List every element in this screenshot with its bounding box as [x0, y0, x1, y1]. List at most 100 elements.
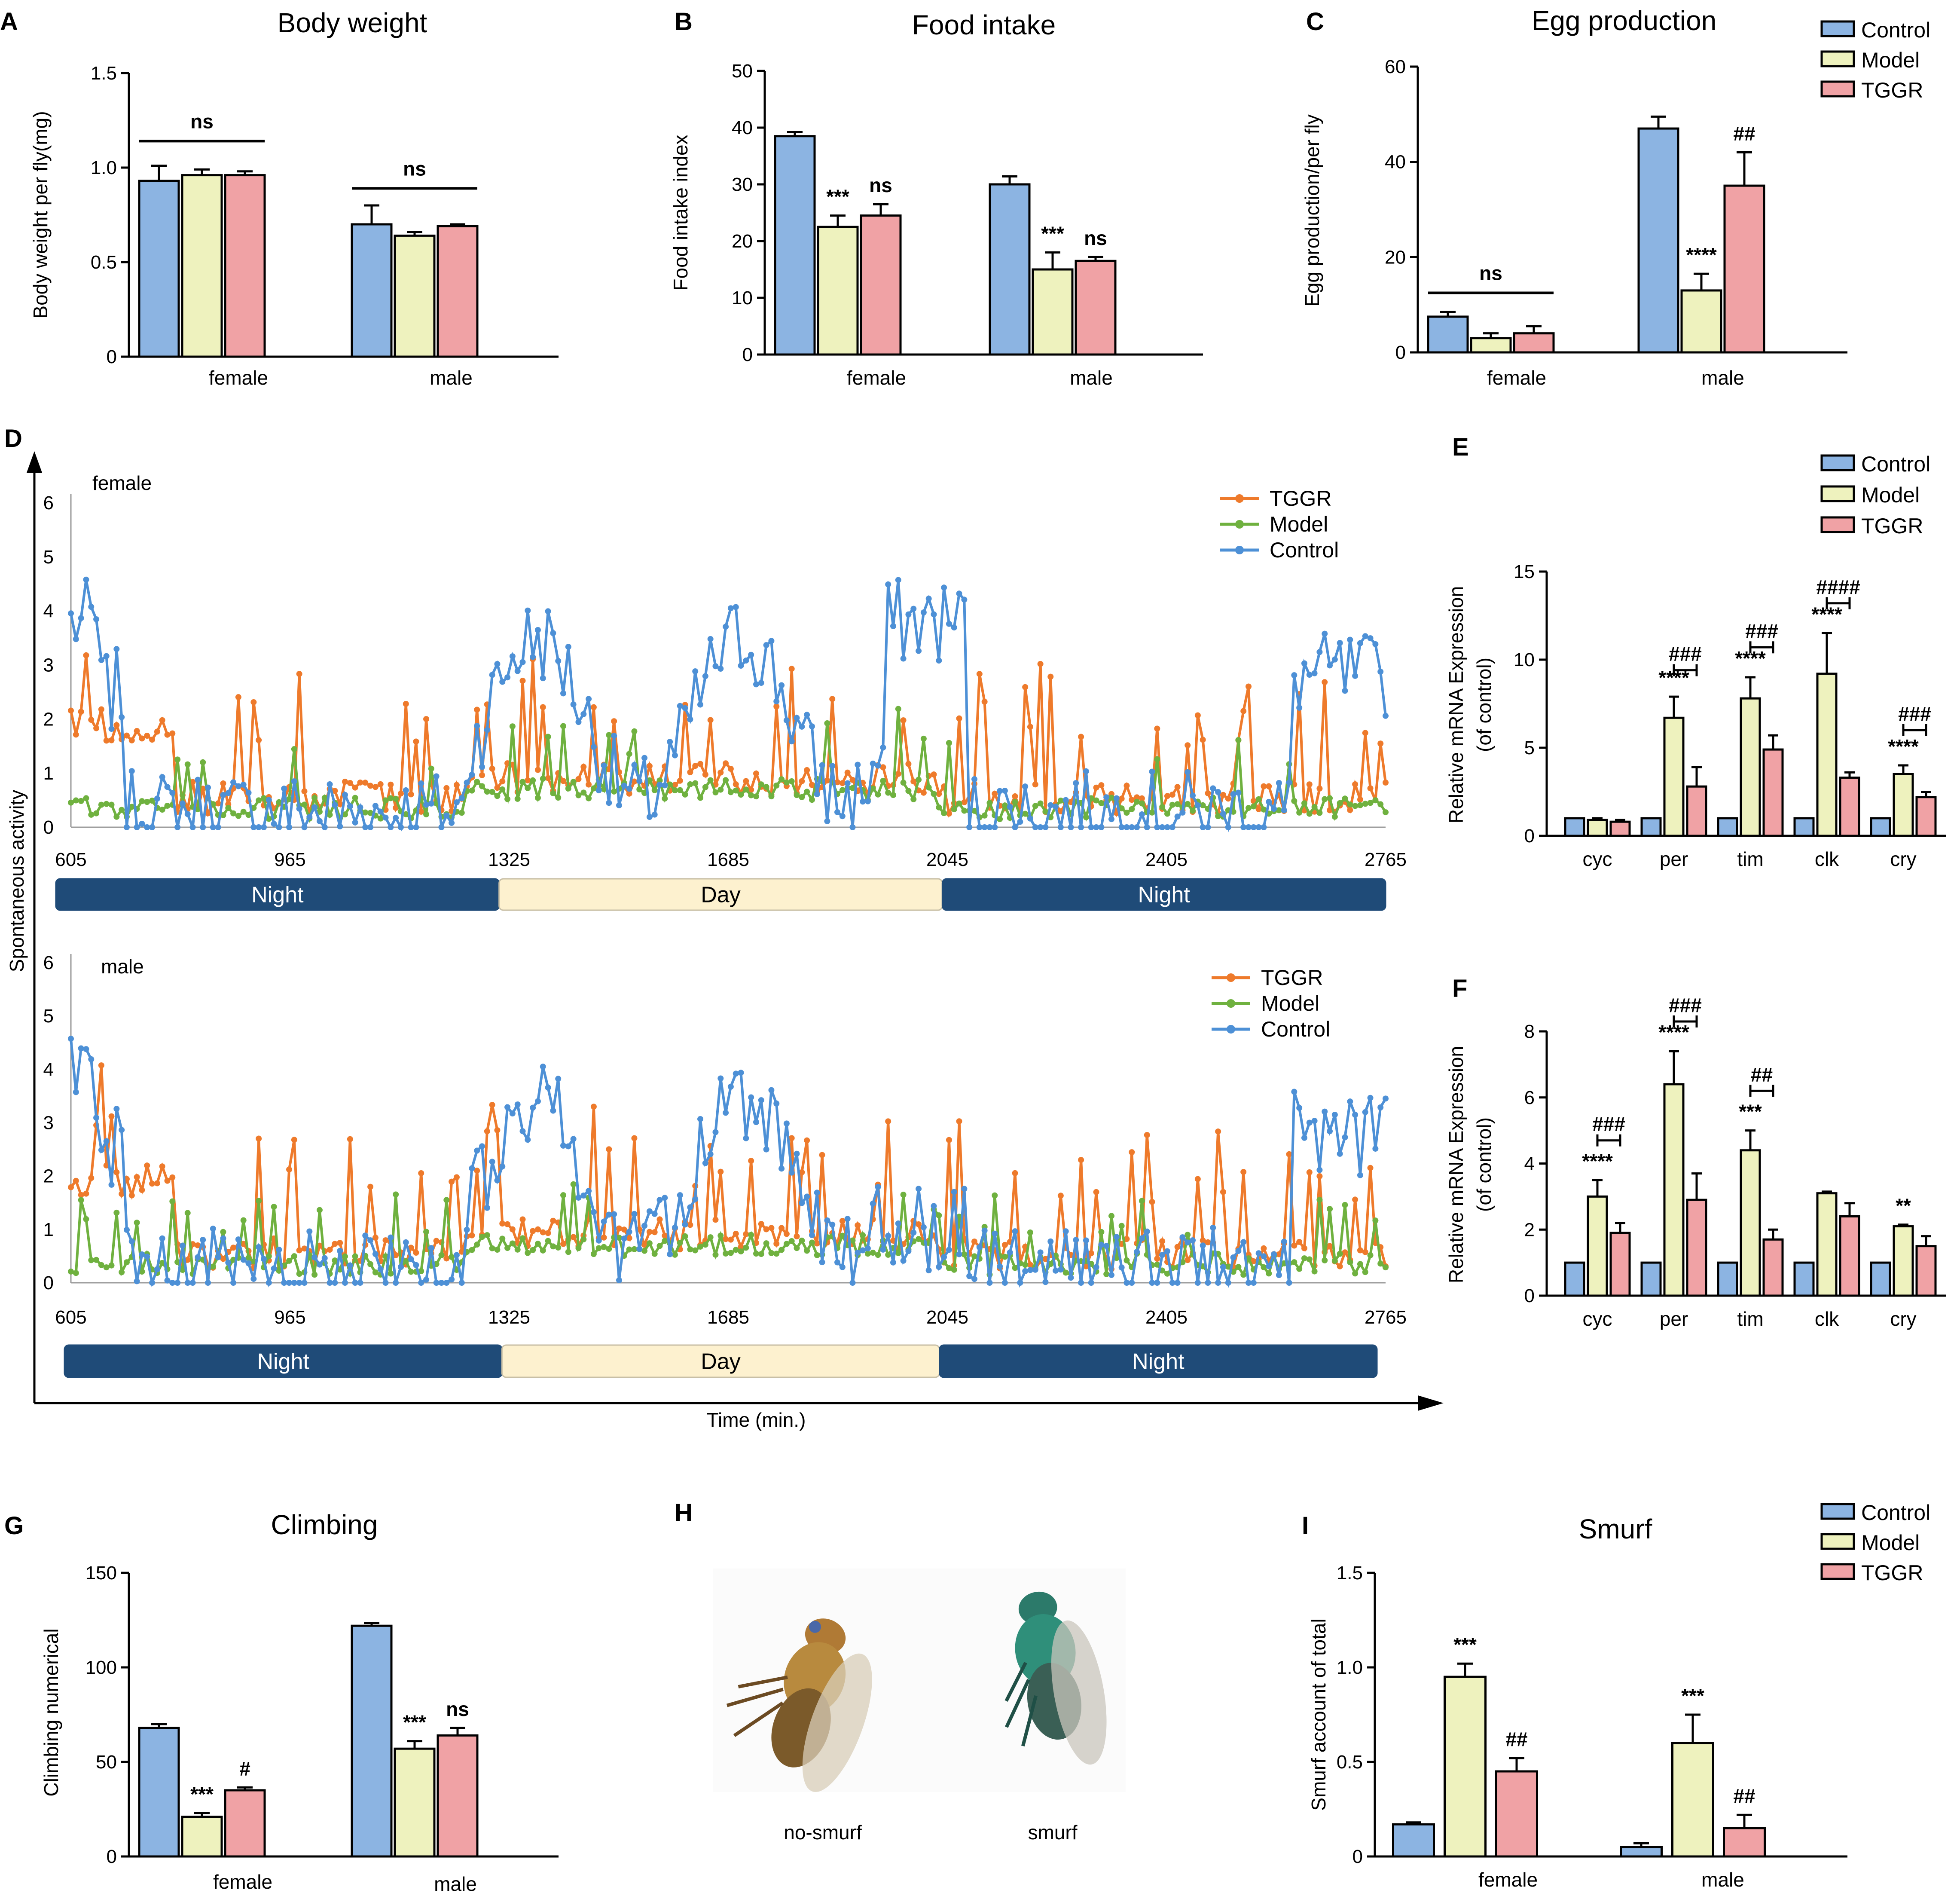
data-point	[1103, 1271, 1110, 1277]
data-point	[220, 1256, 226, 1262]
data-point	[545, 608, 551, 615]
hash-label: ###	[1898, 703, 1931, 725]
data-point	[433, 1280, 440, 1286]
data-point	[1327, 807, 1333, 813]
data-point	[1118, 1223, 1125, 1229]
data-point	[570, 701, 577, 708]
data-point	[352, 784, 358, 791]
data-point	[677, 777, 683, 784]
data-point	[128, 737, 135, 743]
data-point	[723, 777, 729, 783]
data-point	[1057, 824, 1064, 830]
data-point	[1088, 1250, 1094, 1257]
data-point	[509, 653, 516, 660]
data-point	[981, 1227, 988, 1234]
data-point	[103, 653, 110, 659]
data-point	[1027, 1229, 1033, 1235]
data-point	[332, 788, 338, 794]
data-point	[144, 1254, 150, 1260]
data-point	[997, 788, 1003, 794]
data-point	[779, 1165, 785, 1172]
data-point	[723, 1236, 729, 1242]
data-point	[804, 1137, 810, 1144]
data-point	[814, 1190, 820, 1196]
data-point	[900, 717, 907, 724]
data-point	[1383, 1264, 1389, 1271]
x-tick-label: 2405	[1145, 1307, 1188, 1328]
data-point	[651, 1251, 658, 1257]
hash-label: ##	[1751, 1063, 1773, 1086]
data-point	[1342, 688, 1348, 694]
data-point	[992, 790, 998, 797]
data-point	[235, 813, 241, 819]
data-point	[286, 1257, 293, 1264]
data-point	[1266, 783, 1272, 789]
data-point	[976, 671, 983, 677]
data-point	[662, 795, 668, 802]
x-tick-label: 1325	[488, 1307, 530, 1328]
data-point	[1316, 649, 1323, 655]
data-point	[1190, 1237, 1196, 1244]
data-point	[738, 1248, 744, 1255]
data-point	[443, 812, 450, 819]
data-point	[174, 756, 181, 763]
data-point	[682, 1233, 688, 1239]
data-point	[144, 733, 150, 739]
data-point	[788, 1135, 795, 1141]
data-point	[1123, 810, 1130, 816]
data-point	[1352, 1270, 1359, 1277]
data-point	[570, 779, 577, 785]
data-point	[1194, 802, 1201, 809]
y-tick-label: 6	[43, 952, 54, 973]
data-point	[1215, 789, 1221, 795]
data-point	[159, 717, 165, 723]
data-point	[936, 804, 942, 810]
data-point	[519, 659, 526, 665]
data-point	[779, 682, 785, 688]
data-point	[860, 1247, 866, 1254]
data-point	[200, 1237, 206, 1243]
data-point	[646, 763, 653, 769]
data-point	[641, 1223, 648, 1229]
data-point	[1068, 1275, 1074, 1281]
data-point	[931, 791, 937, 797]
data-point	[702, 1242, 708, 1248]
data-point	[1296, 704, 1303, 711]
data-point	[78, 615, 84, 621]
data-point	[697, 701, 704, 708]
data-point	[1342, 1249, 1348, 1256]
bar-model	[1816, 673, 1838, 837]
data-point	[707, 717, 714, 723]
bar-tggr	[1723, 184, 1765, 354]
data-point	[530, 654, 536, 660]
data-point	[626, 1246, 632, 1253]
data-point	[1134, 824, 1140, 830]
data-point	[1083, 814, 1089, 820]
data-point	[250, 699, 257, 705]
data-point	[372, 803, 379, 809]
y-axis-label-2: (of control)	[1473, 657, 1495, 752]
data-point	[291, 1137, 297, 1143]
bar-control	[774, 135, 816, 356]
data-point	[139, 1269, 145, 1275]
x-category-label: cyc	[1583, 848, 1612, 870]
data-point	[1129, 797, 1135, 803]
data-point	[773, 1251, 780, 1257]
data-point	[113, 1209, 120, 1216]
data-point	[717, 665, 724, 672]
bar-charts: A Body weight 0 0.5 1.0 1.5 Body weight per fl…	[0, 5, 1946, 1895]
data-point	[240, 1217, 247, 1223]
data-point	[73, 636, 79, 642]
data-point	[1194, 712, 1201, 719]
data-point	[1342, 795, 1348, 802]
data-point	[595, 1237, 602, 1244]
data-point	[443, 1280, 450, 1286]
data-point	[1291, 798, 1298, 804]
data-point	[641, 790, 648, 796]
data-point	[534, 795, 541, 801]
data-point	[697, 795, 704, 801]
data-point	[773, 782, 780, 789]
period-label: Night	[1132, 1349, 1185, 1374]
data-point	[590, 1209, 597, 1215]
data-point	[748, 1094, 754, 1101]
